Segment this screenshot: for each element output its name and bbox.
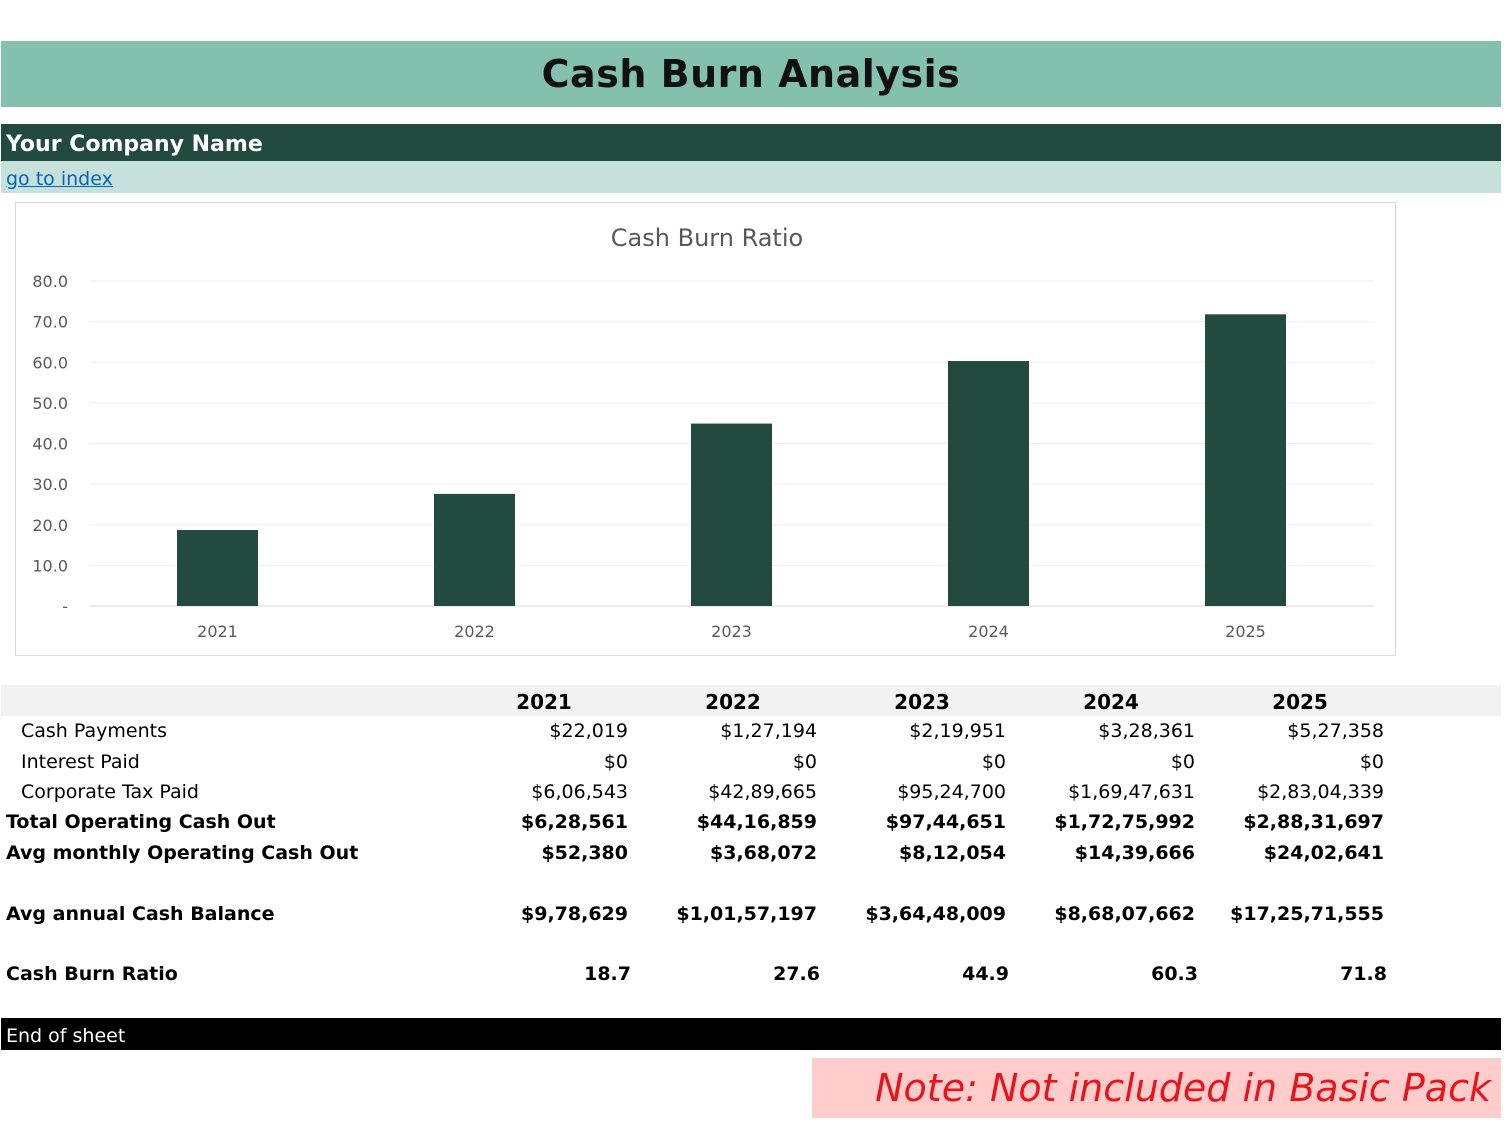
y-tick-label: 10.0 — [32, 556, 68, 575]
table-row: Corporate Tax Paid $6,06,543 $42,89,665 $95… — [0, 781, 1500, 811]
cell-value: $0 — [792, 751, 817, 773]
x-tick-label: 2025 — [1225, 622, 1266, 641]
cell-value: $17,25,71,555 — [1230, 903, 1384, 925]
y-tick-label: 50.0 — [32, 394, 68, 413]
cell-value: $95,24,700 — [897, 781, 1006, 803]
cell-value: $0 — [1170, 751, 1195, 773]
cell-value: $2,83,04,339 — [1257, 781, 1384, 803]
title-banner: Cash Burn Analysis — [1, 41, 1501, 107]
x-tick-label: 2023 — [711, 622, 752, 641]
cell-value: $22,019 — [549, 720, 628, 742]
cell-value: $52,380 — [541, 842, 628, 864]
x-tick-label: 2024 — [968, 622, 1009, 641]
table-row: Avg annual Cash Balance $9,78,629 $1,01,57… — [0, 903, 1500, 933]
table-header-band — [1, 685, 1501, 716]
table-row: Avg monthly Operating Cash Out $52,380 $3,… — [0, 842, 1500, 872]
cell-value: $6,28,561 — [521, 811, 628, 833]
year-header-2023: 2023 — [894, 690, 950, 714]
year-header-2021: 2021 — [516, 690, 572, 714]
row-label: Avg annual Cash Balance — [6, 903, 275, 925]
y-tick-label: 30.0 — [32, 475, 68, 494]
cell-value: 60.3 — [1151, 963, 1198, 985]
year-header-2022: 2022 — [705, 690, 761, 714]
go-to-index-link[interactable]: go to index — [6, 168, 113, 190]
cash-burn-chart[interactable]: Cash Burn Ratio - 10.0 20.0 30.0 40.0 50.0 60.0… — [15, 202, 1396, 656]
cell-value: $9,78,629 — [521, 903, 628, 925]
bar-2024 — [948, 361, 1029, 606]
cell-value: $8,68,07,662 — [1054, 903, 1195, 925]
row-label: Cash Burn Ratio — [6, 963, 178, 985]
cell-value: $0 — [981, 751, 1006, 773]
chart-svg: Cash Burn Ratio - 10.0 20.0 30.0 40.0 50.0 60.0… — [32, 224, 1374, 641]
cell-value: 27.6 — [773, 963, 820, 985]
table-row: Cash Payments $22,019 $1,27,194 $2,19,951 $3… — [0, 720, 1500, 750]
cell-value: $0 — [603, 751, 628, 773]
row-label: Cash Payments — [21, 720, 167, 742]
x-tick-label: 2021 — [197, 622, 238, 641]
cell-value: 18.7 — [584, 963, 631, 985]
y-tick-label: - — [62, 597, 68, 616]
year-header-2025: 2025 — [1272, 690, 1328, 714]
cell-value: $2,88,31,697 — [1243, 811, 1384, 833]
cell-value: $44,16,859 — [696, 811, 817, 833]
year-header-2024: 2024 — [1083, 690, 1139, 714]
y-tick-label: 60.0 — [32, 353, 68, 372]
cell-value: 44.9 — [962, 963, 1009, 985]
cell-value: $3,28,361 — [1098, 720, 1195, 742]
cell-value: $1,72,75,992 — [1054, 811, 1195, 833]
company-name: Your Company Name — [1, 124, 1501, 161]
cell-value: $3,64,48,009 — [865, 903, 1006, 925]
cell-value: 71.8 — [1340, 963, 1387, 985]
cell-value: $1,69,47,631 — [1068, 781, 1195, 803]
table-row: Total Operating Cash Out $6,28,561 $44,16,… — [0, 811, 1500, 841]
chart-title: Cash Burn Ratio — [611, 224, 803, 252]
cell-value: $5,27,358 — [1287, 720, 1384, 742]
basic-pack-note: Note: Not included in Basic Pack — [812, 1058, 1501, 1118]
cell-value: $14,39,666 — [1074, 842, 1195, 864]
index-bar: go to index — [1, 161, 1501, 193]
cell-value: $1,27,194 — [720, 720, 817, 742]
y-tick-label: 80.0 — [32, 272, 68, 291]
page-title: Cash Burn Analysis — [541, 52, 961, 96]
table-row: Interest Paid $0 $0 $0 $0 $0 — [0, 751, 1500, 781]
row-label: Interest Paid — [21, 751, 140, 773]
cell-value: $8,12,054 — [899, 842, 1006, 864]
table-row: Cash Burn Ratio 18.7 27.6 44.9 60.3 71.8 — [0, 963, 1500, 993]
row-label: Total Operating Cash Out — [6, 811, 276, 833]
cell-value: $1,01,57,197 — [676, 903, 817, 925]
cell-value: $24,02,641 — [1263, 842, 1384, 864]
bar-2021 — [177, 530, 258, 606]
cell-value: $2,19,951 — [909, 720, 1006, 742]
y-tick-label: 20.0 — [32, 516, 68, 535]
row-label: Corporate Tax Paid — [21, 781, 199, 803]
bar-2023 — [691, 423, 772, 606]
x-tick-label: 2022 — [454, 622, 495, 641]
cell-value: $6,06,543 — [531, 781, 628, 803]
cell-value: $97,44,651 — [885, 811, 1006, 833]
end-of-sheet-bar: End of sheet — [1, 1018, 1501, 1050]
cell-value: $0 — [1359, 751, 1384, 773]
cell-value: $42,89,665 — [708, 781, 817, 803]
cell-value: $3,68,072 — [710, 842, 817, 864]
bar-2025 — [1205, 314, 1286, 606]
y-tick-label: 40.0 — [32, 435, 68, 454]
y-tick-label: 70.0 — [32, 313, 68, 332]
bar-2022 — [434, 493, 515, 606]
row-label: Avg monthly Operating Cash Out — [6, 842, 359, 864]
